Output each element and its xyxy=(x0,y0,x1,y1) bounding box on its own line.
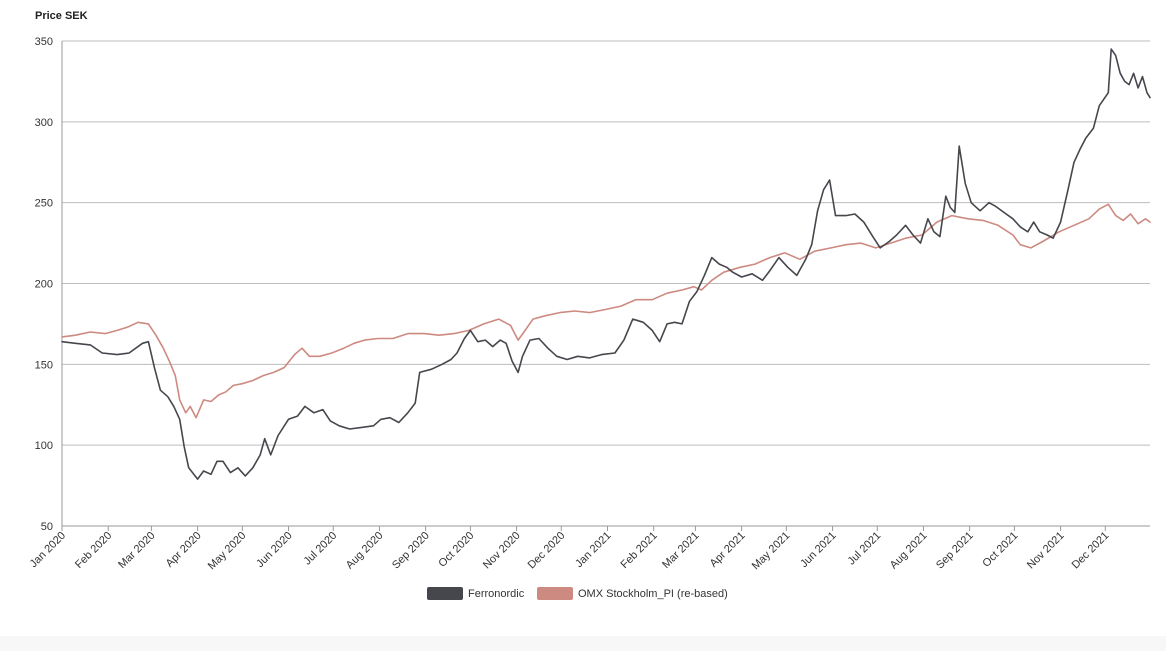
x-tick-label: Apr 2021 xyxy=(708,530,748,570)
y-tick-labels: 50 100 150 200 250 300 350 xyxy=(35,36,53,533)
x-tick-label: Dec 2021 xyxy=(1070,530,1112,572)
x-tick-label: Feb 2021 xyxy=(618,530,659,571)
x-tick-label: Feb 2020 xyxy=(73,530,114,571)
y-tick-label: 100 xyxy=(35,440,53,452)
y-tick-label: 300 xyxy=(35,117,53,129)
legend-swatch xyxy=(427,587,463,600)
x-tick-label: May 2020 xyxy=(206,530,249,573)
x-tick-label: Jun 2020 xyxy=(254,530,294,570)
x-tick-label: May 2021 xyxy=(750,530,793,573)
x-tick-label: Aug 2021 xyxy=(888,530,930,572)
y-tick-label: 150 xyxy=(35,359,53,371)
x-tick-label: Nov 2020 xyxy=(481,530,523,572)
x-tick-label: Jan 2021 xyxy=(573,530,613,570)
x-tick-label: Apr 2020 xyxy=(164,530,204,570)
series-line xyxy=(61,203,1151,419)
x-tick-label: Mar 2021 xyxy=(660,530,701,571)
x-tick-label: Aug 2020 xyxy=(344,530,386,572)
x-tick-label: Sep 2021 xyxy=(934,530,976,572)
footer-band xyxy=(0,636,1166,651)
y-tick-label: 200 xyxy=(35,279,53,291)
x-tick-label: Jul 2020 xyxy=(301,530,339,568)
x-tick-label: Nov 2021 xyxy=(1025,530,1067,572)
x-tick-label: Jun 2021 xyxy=(798,530,838,570)
y-tick-label: 50 xyxy=(41,521,53,533)
legend-label: Ferronordic xyxy=(468,588,525,600)
x-tick-label: Jul 2021 xyxy=(845,530,883,568)
y-tick-label: 350 xyxy=(35,36,53,48)
x-tick-label: Oct 2020 xyxy=(436,530,476,570)
y-axis-title: Price SEK xyxy=(35,10,88,22)
y-tick-label: 250 xyxy=(35,198,53,210)
gridlines xyxy=(61,40,1150,531)
legend-label: OMX Stockholm_PI (re-based) xyxy=(578,588,728,600)
x-tick-label: Sep 2020 xyxy=(390,530,432,572)
x-tick-label: Oct 2021 xyxy=(980,530,1020,570)
x-tick-label: Jan 2020 xyxy=(28,530,68,570)
x-tick-label: Dec 2020 xyxy=(526,530,568,572)
legend-swatch xyxy=(537,587,573,600)
x-tick-labels: Jan 2020 Feb 2020 Mar 2020 Apr 2020 May 2020… xyxy=(28,530,1112,573)
series-lines xyxy=(61,48,1151,480)
series-line xyxy=(61,48,1151,480)
legend: Ferronordic OMX Stockholm_PI (re-based) xyxy=(427,587,728,600)
x-tick-label: Mar 2020 xyxy=(116,530,157,571)
